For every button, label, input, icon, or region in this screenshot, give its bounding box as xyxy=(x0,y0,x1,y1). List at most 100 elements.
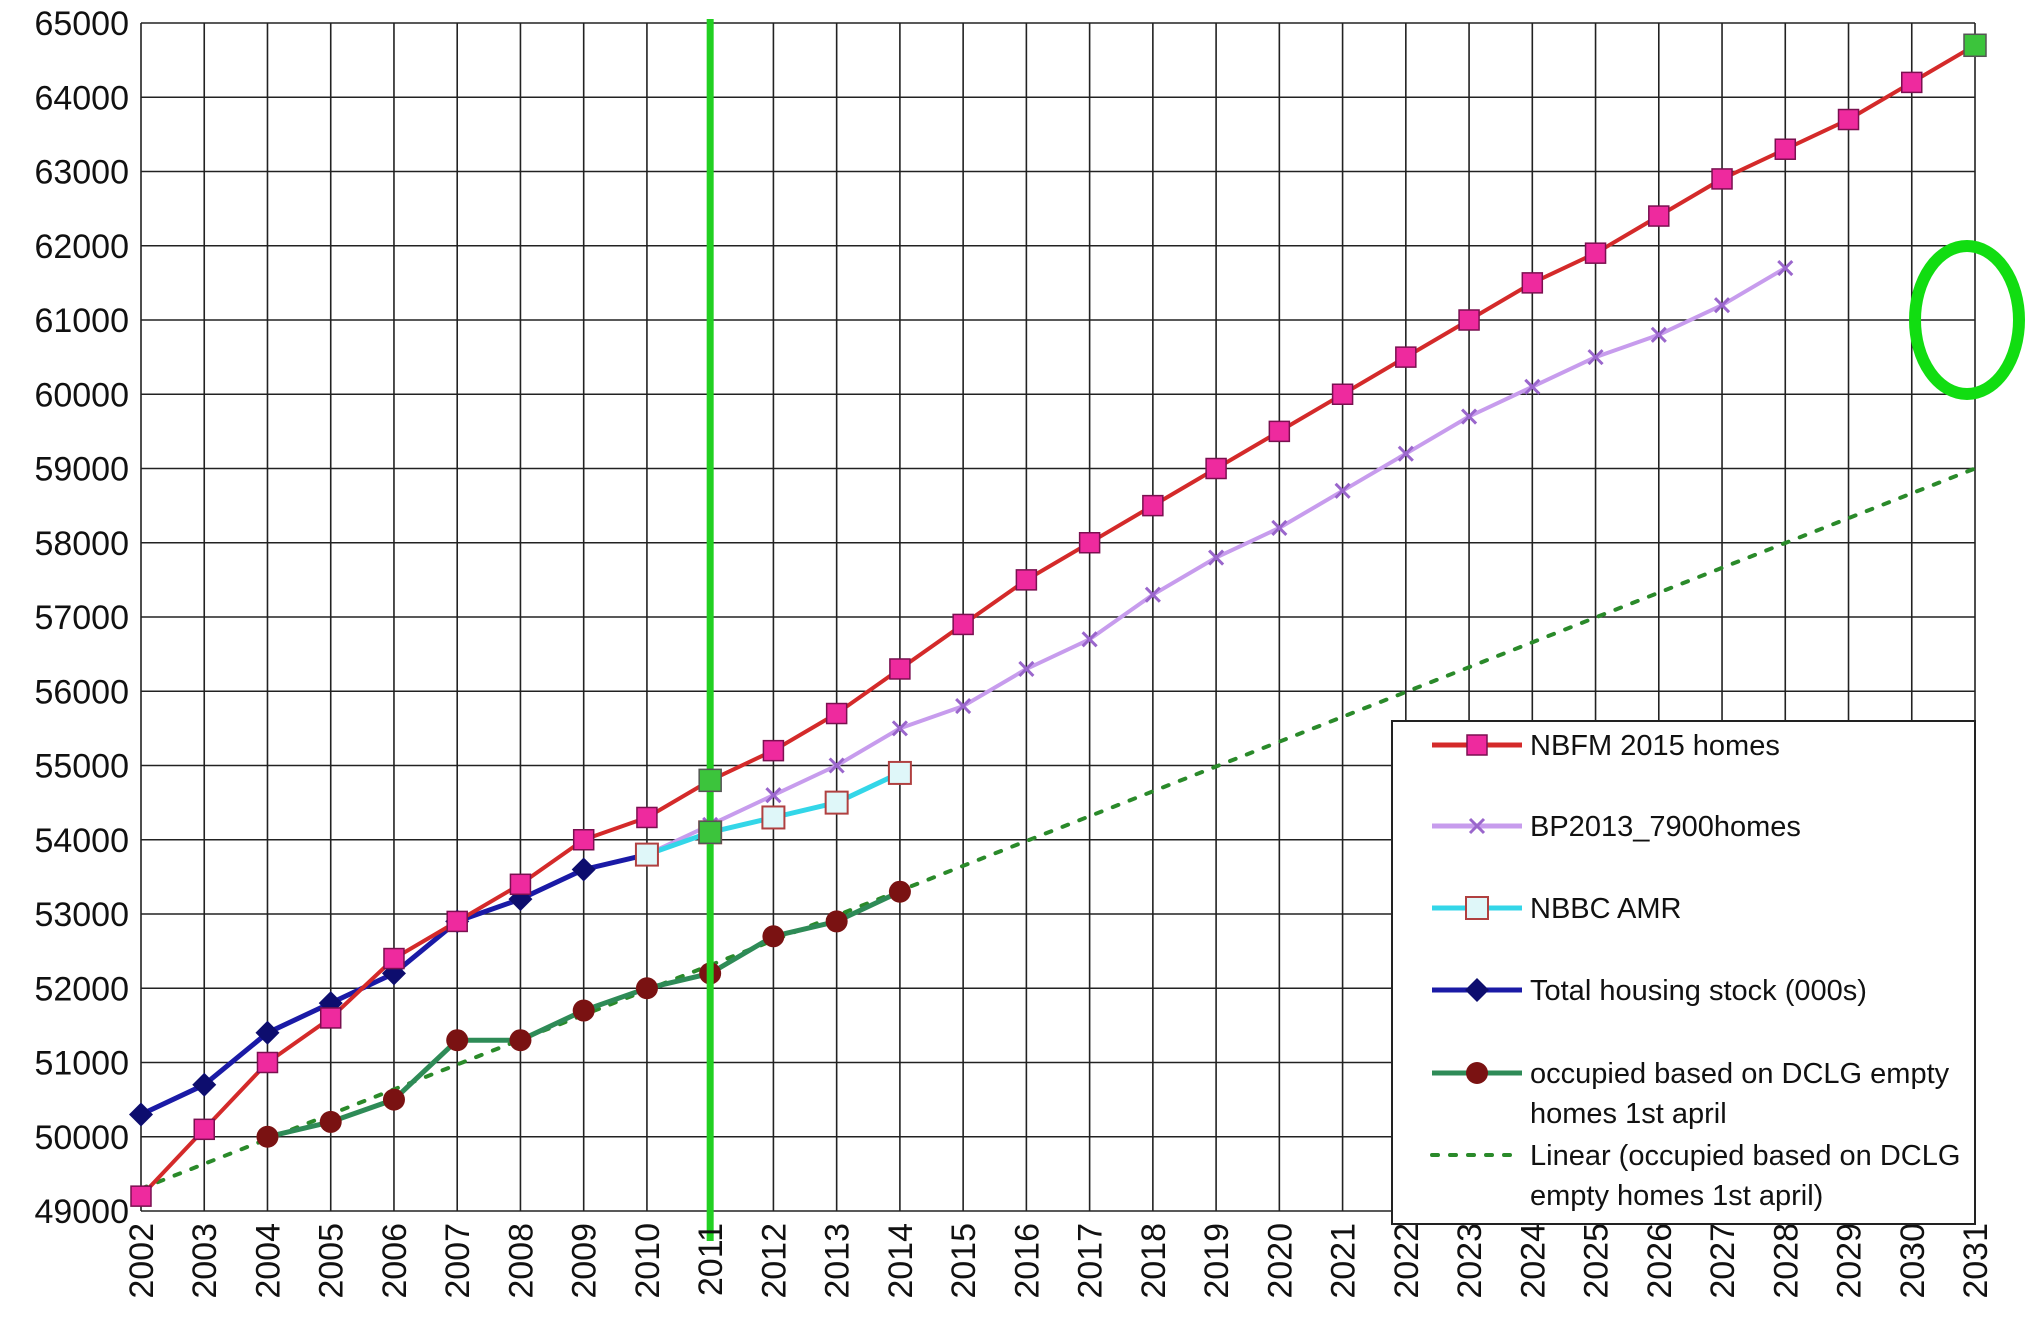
legend-label: occupied based on DCLG empty homes 1st ap… xyxy=(1530,1058,1950,1130)
y-tick-label: 54000 xyxy=(34,822,129,860)
x-tick-label: 2016 xyxy=(1008,1223,1046,1299)
y-tick-label: 59000 xyxy=(34,451,129,489)
x-tick-label: 2021 xyxy=(1325,1223,1363,1299)
data-point xyxy=(1711,168,1733,190)
data-point xyxy=(1774,138,1797,160)
x-tick-label: 2013 xyxy=(819,1223,857,1299)
data-point xyxy=(825,702,848,725)
data-point xyxy=(130,1185,152,1207)
x-tick-label: 2014 xyxy=(882,1223,920,1299)
legend: NBFM 2015 homes BP2013_7900homes NBBC AMR T… xyxy=(1391,720,1976,1225)
data-point xyxy=(1078,532,1101,554)
y-tick-label: 60000 xyxy=(34,376,129,414)
x-tick-label: 2004 xyxy=(249,1223,287,1299)
x-tick-label: 2029 xyxy=(1831,1223,1869,1299)
data-point xyxy=(1584,242,1607,264)
x-tick-label: 2003 xyxy=(186,1223,224,1299)
data-point xyxy=(1466,1062,1488,1084)
data-point xyxy=(319,1007,342,1029)
data-point xyxy=(828,757,845,774)
data-point xyxy=(825,910,848,933)
y-tick-label: 55000 xyxy=(34,748,129,786)
legend-label: NBFM 2015 homes xyxy=(1530,730,1780,762)
data-point xyxy=(1521,272,1544,294)
data-point xyxy=(1587,349,1604,366)
legend-label: NBBC AMR xyxy=(1530,893,1681,925)
x-tick-label: 2011 xyxy=(692,1223,730,1296)
x-tick-label: 2028 xyxy=(1767,1223,1805,1299)
series-line-trend xyxy=(139,466,1977,1191)
data-point xyxy=(762,739,785,762)
legend-label: Linear (occupied based on DCLG empty home… xyxy=(1530,1140,1960,1212)
x-tick-label: 2007 xyxy=(439,1223,477,1299)
data-point xyxy=(1837,108,1860,131)
data-point xyxy=(1142,494,1164,517)
data-point xyxy=(1268,420,1291,443)
y-tick-label: 58000 xyxy=(34,525,129,563)
x-tick-label: 2012 xyxy=(755,1223,793,1299)
data-point xyxy=(955,698,972,715)
y-tick-label: 61000 xyxy=(34,302,129,340)
data-point xyxy=(1461,408,1478,425)
x-tick-label: 2002 xyxy=(123,1223,161,1299)
x-tick-label: 2022 xyxy=(1388,1223,1426,1299)
data-point xyxy=(762,925,785,948)
data-point xyxy=(1395,346,1417,368)
data-point xyxy=(1015,569,1038,591)
data-point xyxy=(1465,978,1489,1002)
data-point xyxy=(1331,383,1354,405)
data-point xyxy=(509,873,532,896)
data-point xyxy=(1458,309,1480,331)
data-point xyxy=(634,842,659,867)
x-tick-label: 2031 xyxy=(1957,1223,1995,1299)
data-point xyxy=(1648,205,1670,227)
data-point xyxy=(887,760,912,785)
y-tick-label: 51000 xyxy=(34,1045,129,1083)
data-point xyxy=(572,829,595,851)
x-tick-label: 2019 xyxy=(1198,1223,1236,1299)
x-tick-label: 2023 xyxy=(1451,1223,1489,1299)
legend-box xyxy=(1391,720,1976,1225)
grid xyxy=(140,22,1976,1212)
data-point xyxy=(1713,297,1731,314)
data-point xyxy=(255,1020,280,1045)
data-point xyxy=(888,880,911,903)
data-point xyxy=(891,720,908,737)
x-tick-label: 2030 xyxy=(1894,1223,1932,1299)
data-point xyxy=(256,1125,279,1148)
series-layer xyxy=(129,34,1986,1207)
x-tick-label: 2008 xyxy=(502,1223,540,1299)
data-point xyxy=(1524,378,1541,395)
x-tick-label: 2026 xyxy=(1641,1223,1679,1299)
data-point xyxy=(382,1088,405,1111)
data-point xyxy=(1334,482,1351,499)
y-tick-label: 57000 xyxy=(34,599,129,637)
data-point xyxy=(1205,457,1227,480)
data-point xyxy=(1465,896,1489,920)
data-point xyxy=(319,1110,342,1133)
data-point xyxy=(1468,817,1486,835)
data-point xyxy=(446,910,468,933)
y-tick-label: 52000 xyxy=(34,970,129,1008)
x-axis-ticks: 2002 2003 2004 2005 2006 2007 2008 2009 2010 2011… xyxy=(123,1223,1995,1299)
data-point xyxy=(889,658,911,680)
x-tick-label: 2018 xyxy=(1135,1223,1173,1299)
y-tick-label: 62000 xyxy=(34,228,129,266)
data-point xyxy=(1018,660,1035,678)
data-point xyxy=(952,613,974,636)
data-point xyxy=(1271,519,1288,536)
data-point xyxy=(1901,71,1923,94)
data-point xyxy=(129,1102,153,1127)
y-tick-label: 64000 xyxy=(34,79,129,117)
highlight-point xyxy=(698,820,722,845)
data-point xyxy=(193,1118,215,1141)
x-tick-label: 2015 xyxy=(945,1223,983,1299)
data-point xyxy=(383,947,405,970)
y-axis-ticks: 49000 50000 51000 52000 53000 54000 55000 56000… xyxy=(34,5,129,1231)
x-tick-label: 2020 xyxy=(1261,1223,1299,1299)
data-point xyxy=(1144,586,1161,603)
x-tick-label: 2025 xyxy=(1578,1223,1616,1299)
x-tick-label: 2005 xyxy=(313,1223,351,1299)
data-point xyxy=(761,805,786,830)
